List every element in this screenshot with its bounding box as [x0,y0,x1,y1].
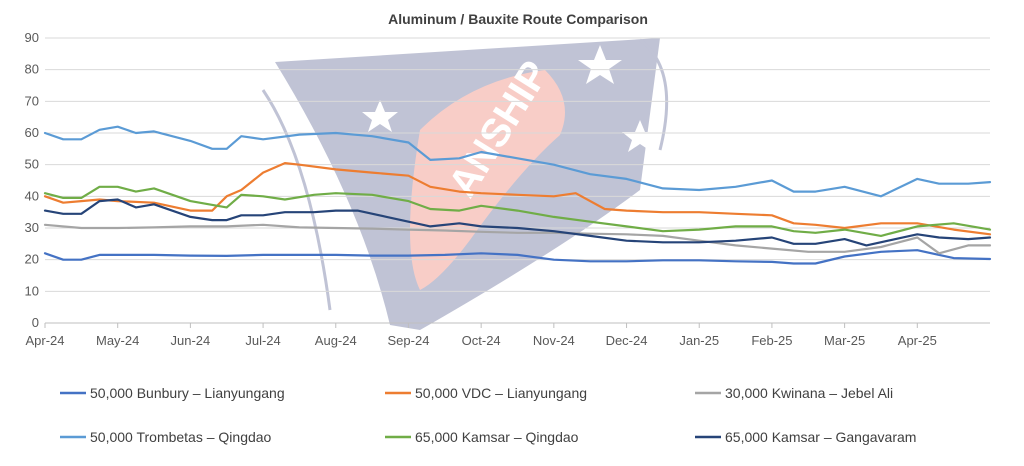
legend-label: 65,000 Kamsar – Qingdao [415,429,579,445]
series-line-3 [43,223,992,255]
y-tick-label: 30 [25,220,39,235]
x-tick-label: Oct-24 [462,333,501,348]
series-line-4 [43,125,992,198]
y-tick-label: 60 [25,125,39,140]
y-tick-label: 70 [25,93,39,108]
legend-item-4: 50,000 Trombetas – Qingdao [60,429,272,445]
legend-item-2: 50,000 VDC – Lianyungang [385,385,587,401]
chart-title: Aluminum / Bauxite Route Comparison [388,11,648,27]
legend-item-6: 65,000 Kamsar – Gangavaram [695,429,916,445]
x-tick-label: Aug-24 [315,333,357,348]
x-tick-label: Mar-25 [824,333,865,348]
legend-label: 50,000 Trombetas – Qingdao [90,429,272,445]
legend-label: 30,000 Kwinana – Jebel Ali [725,385,893,401]
y-tick-label: 20 [25,252,39,267]
y-tick-label: 50 [25,157,39,172]
series-line-1 [43,249,992,265]
x-tick-label: Jul-24 [245,333,280,348]
y-tick-label: 90 [25,30,39,45]
legend-item-3: 30,000 Kwinana – Jebel Ali [695,385,893,401]
series-line-6 [43,198,992,247]
x-tick-label: Apr-25 [898,333,937,348]
watermark-logo: ANSHIP [261,38,669,330]
legend-label: 50,000 Bunbury – Lianyungang [90,385,285,401]
legend: 50,000 Bunbury – Lianyungang 50,000 VDC –… [60,385,916,445]
y-tick-label: 10 [25,283,39,298]
x-tick-label: Apr-24 [25,333,64,348]
y-axis: 0 10 20 30 40 50 60 70 80 90 [25,30,39,330]
x-axis: Apr-24 May-24 Jun-24 Jul-24 Aug-24 Sep-24 Oct-… [25,322,990,348]
x-tick-label: Feb-25 [751,333,792,348]
series-line-2 [43,162,992,236]
x-tick-label: May-24 [96,333,139,348]
gridlines [45,37,990,292]
series-line-5 [43,185,992,237]
legend-item-5: 65,000 Kamsar – Qingdao [385,429,579,445]
series-lines [43,125,992,265]
y-tick-label: 0 [32,315,39,330]
legend-label: 50,000 VDC – Lianyungang [415,385,587,401]
x-tick-label: Jan-25 [679,333,719,348]
x-tick-label: Sep-24 [388,333,430,348]
x-tick-label: Jun-24 [171,333,211,348]
x-tick-label: Nov-24 [533,333,575,348]
y-tick-label: 80 [25,62,39,77]
y-tick-label: 40 [25,188,39,203]
x-tick-label: Dec-24 [606,333,648,348]
legend-item-1: 50,000 Bunbury – Lianyungang [60,385,285,401]
legend-label: 65,000 Kamsar – Gangavaram [725,429,916,445]
